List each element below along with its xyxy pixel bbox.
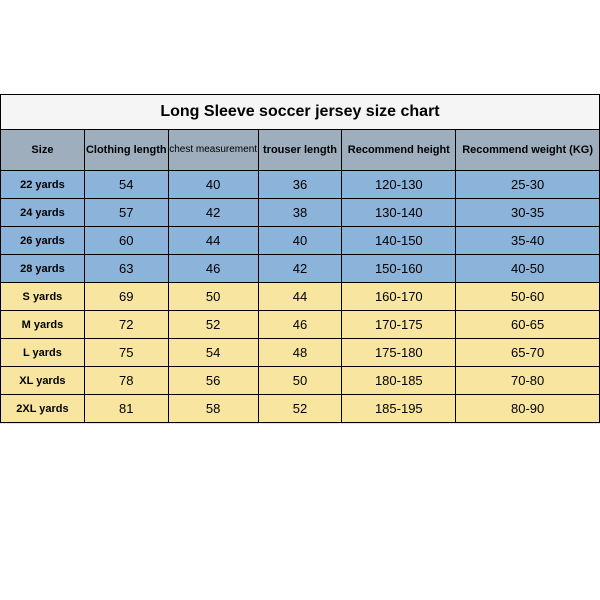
table-row: 2XL yards 81 58 52 185-195 80-90: [1, 395, 600, 423]
size-chart-table: Long Sleeve soccer jersey size chart Siz…: [0, 94, 600, 423]
col-recommend-height: Recommend height: [342, 130, 456, 171]
cell: 40: [258, 227, 342, 255]
cell: 130-140: [342, 199, 456, 227]
cell: 25-30: [456, 171, 600, 199]
cell: 50-60: [456, 283, 600, 311]
col-recommend-weight: Recommend weight (KG): [456, 130, 600, 171]
cell: 81: [84, 395, 168, 423]
cell: 35-40: [456, 227, 600, 255]
cell: 180-185: [342, 367, 456, 395]
cell: 52: [258, 395, 342, 423]
cell: 58: [168, 395, 258, 423]
table-wrap: { "title": "Long Sleeve soccer jersey si…: [0, 94, 600, 423]
cell: 63: [84, 255, 168, 283]
cell: 120-130: [342, 171, 456, 199]
col-clothing-length: Clothing length: [84, 130, 168, 171]
cell: 30-35: [456, 199, 600, 227]
cell-size: S yards: [1, 283, 85, 311]
table-row: XL yards 78 56 50 180-185 70-80: [1, 367, 600, 395]
cell: 140-150: [342, 227, 456, 255]
cell-size: 26 yards: [1, 227, 85, 255]
col-trouser-length: trouser length: [258, 130, 342, 171]
cell-size: M yards: [1, 311, 85, 339]
cell-size: 22 yards: [1, 171, 85, 199]
cell: 80-90: [456, 395, 600, 423]
cell: 60-65: [456, 311, 600, 339]
cell: 175-180: [342, 339, 456, 367]
cell: 36: [258, 171, 342, 199]
table-title: Long Sleeve soccer jersey size chart: [1, 95, 600, 130]
cell: 40-50: [456, 255, 600, 283]
cell: 78: [84, 367, 168, 395]
header-row: Size Clothing length chest measurement t…: [1, 130, 600, 171]
table-row: 22 yards 54 40 36 120-130 25-30: [1, 171, 600, 199]
table-body: 22 yards 54 40 36 120-130 25-30 24 yards…: [1, 171, 600, 423]
cell: 54: [168, 339, 258, 367]
cell: 48: [258, 339, 342, 367]
cell-size: 2XL yards: [1, 395, 85, 423]
cell: 50: [258, 367, 342, 395]
cell: 44: [168, 227, 258, 255]
cell: 57: [84, 199, 168, 227]
table-row: 26 yards 60 44 40 140-150 35-40: [1, 227, 600, 255]
cell: 150-160: [342, 255, 456, 283]
col-chest: chest measurement: [168, 130, 258, 171]
table-row: 24 yards 57 42 38 130-140 30-35: [1, 199, 600, 227]
cell: 42: [258, 255, 342, 283]
table-row: M yards 72 52 46 170-175 60-65: [1, 311, 600, 339]
cell: 60: [84, 227, 168, 255]
col-size: Size: [1, 130, 85, 171]
cell: 56: [168, 367, 258, 395]
cell: 70-80: [456, 367, 600, 395]
cell: 46: [168, 255, 258, 283]
cell: 69: [84, 283, 168, 311]
cell-size: XL yards: [1, 367, 85, 395]
cell-size: L yards: [1, 339, 85, 367]
cell: 52: [168, 311, 258, 339]
title-row: Long Sleeve soccer jersey size chart: [1, 95, 600, 130]
cell: 170-175: [342, 311, 456, 339]
size-chart-image: { "title": "Long Sleeve soccer jersey si…: [0, 0, 600, 600]
cell: 54: [84, 171, 168, 199]
table-row: L yards 75 54 48 175-180 65-70: [1, 339, 600, 367]
cell: 65-70: [456, 339, 600, 367]
table-row: 28 yards 63 46 42 150-160 40-50: [1, 255, 600, 283]
cell: 160-170: [342, 283, 456, 311]
cell-size: 24 yards: [1, 199, 85, 227]
cell-size: 28 yards: [1, 255, 85, 283]
cell: 40: [168, 171, 258, 199]
cell: 46: [258, 311, 342, 339]
cell: 75: [84, 339, 168, 367]
cell: 38: [258, 199, 342, 227]
cell: 42: [168, 199, 258, 227]
cell: 72: [84, 311, 168, 339]
cell: 185-195: [342, 395, 456, 423]
cell: 44: [258, 283, 342, 311]
table-row: S yards 69 50 44 160-170 50-60: [1, 283, 600, 311]
cell: 50: [168, 283, 258, 311]
